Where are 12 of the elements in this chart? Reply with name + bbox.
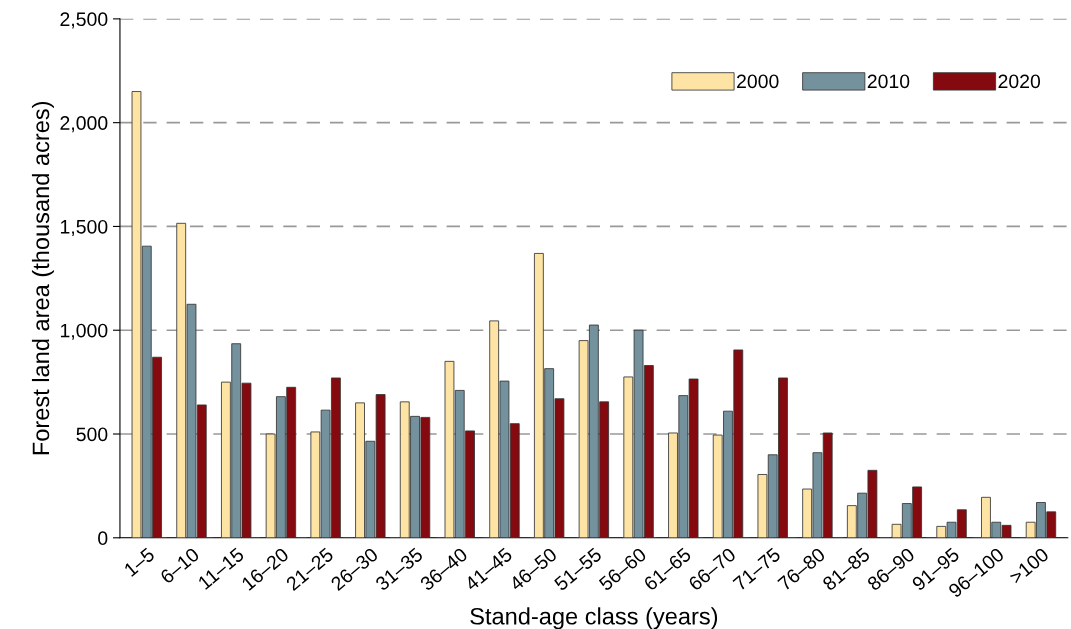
- legend-label: 2000: [737, 74, 779, 89]
- y-tick-label: 2,000: [60, 116, 108, 133]
- y-tick-label: 2,500: [60, 12, 108, 29]
- y-axis-title: Forest land area (thousand acres): [31, 101, 54, 455]
- y-tick-label: 1,000: [60, 323, 108, 340]
- x-tick-label: 1–5: [123, 547, 156, 577]
- y-tick-label: 0: [98, 531, 108, 546]
- y-tick-label: 500: [76, 427, 108, 442]
- y-tick-label: 1,500: [60, 219, 108, 236]
- legend-label: 2020: [998, 74, 1041, 89]
- legend-label: 2010: [867, 74, 910, 89]
- x-axis-title: Stand-age class (years): [470, 607, 718, 629]
